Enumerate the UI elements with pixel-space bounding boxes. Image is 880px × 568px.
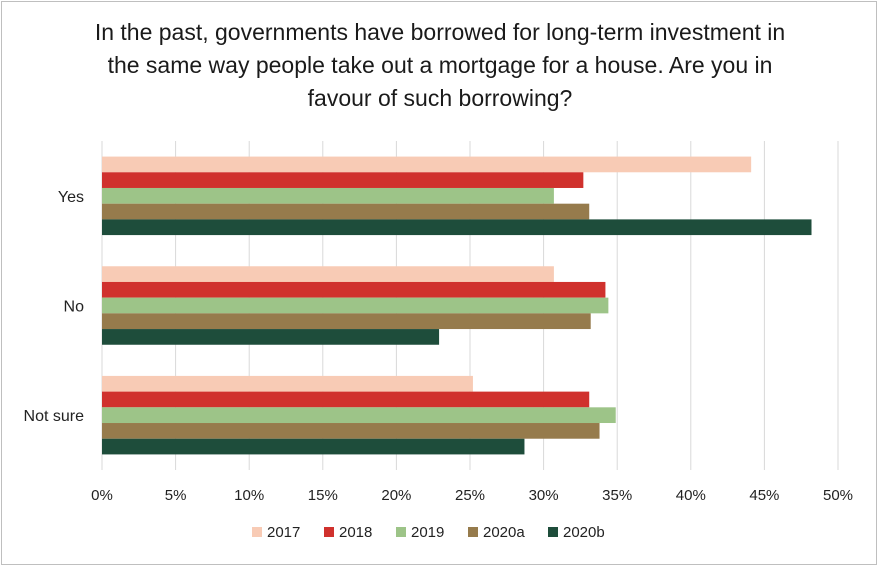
x-tick-label: 10%: [234, 487, 264, 504]
x-tick-label: 45%: [749, 487, 779, 504]
x-tick-label: 50%: [823, 487, 853, 504]
x-tick-label: 5%: [165, 487, 187, 504]
bar-2018: [102, 391, 590, 408]
legend-swatch-2018: [324, 527, 334, 537]
bar-2019: [102, 187, 554, 204]
legend-label: 2019: [411, 524, 444, 541]
category-label: No: [64, 299, 85, 316]
bar-2017: [102, 375, 473, 392]
bar-2018: [102, 281, 606, 298]
x-tick-label: 15%: [308, 487, 338, 504]
bar-2018: [102, 172, 584, 188]
x-tick-label: 20%: [381, 487, 411, 504]
legend-label: 2018: [339, 524, 372, 541]
category-label: Yes: [58, 189, 84, 206]
chart-title: In the past, governments have borrowed f…: [94, 19, 786, 111]
legend-swatch-2019: [396, 527, 406, 537]
bar-2019: [102, 297, 609, 314]
category-label: Not sure: [24, 408, 85, 425]
x-tick-label: 30%: [529, 487, 559, 504]
x-tick-label: 0%: [91, 487, 113, 504]
legend-swatch-2017: [252, 527, 262, 537]
bar-2020b: [102, 329, 440, 345]
legend-label: 2017: [267, 524, 300, 541]
bar-2019: [102, 407, 616, 424]
bar-2020a: [102, 203, 590, 220]
legend-label: 2020a: [483, 524, 525, 541]
legend-swatch-2020b: [548, 527, 558, 537]
x-tick-label: 25%: [455, 487, 485, 504]
x-tick-label: 40%: [676, 487, 706, 504]
bar-2017: [102, 266, 554, 282]
bar-2020b: [102, 438, 525, 455]
legend-label: 2020b: [563, 524, 605, 541]
legend-swatch-2020a: [468, 527, 478, 537]
bar-2020a: [102, 313, 591, 330]
bar-2017: [102, 156, 752, 173]
x-tick-label: 35%: [602, 487, 632, 504]
bar-2020a: [102, 423, 600, 439]
bar-2020b: [102, 219, 812, 236]
